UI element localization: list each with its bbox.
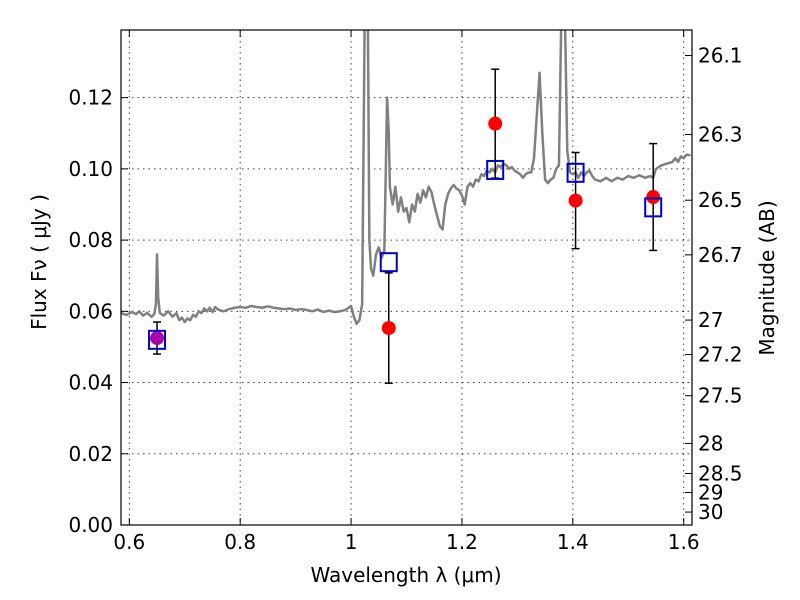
y-tick-label: 0.10 — [68, 157, 113, 181]
y2-tick-label: 26.3 — [698, 123, 743, 147]
y-axis-label: Flux Fν ( μJy ) — [27, 194, 51, 330]
model-point — [644, 197, 663, 218]
model-point — [379, 252, 398, 273]
y-tick-label: 0.08 — [68, 228, 113, 252]
grid-lines — [121, 30, 692, 525]
y2-tick-label: 26.7 — [698, 243, 743, 267]
x-tick-labels: 0.6 0.8 1 1.2 1.4 1.6 — [113, 530, 699, 554]
y-tick-label: 0.00 — [68, 513, 113, 537]
x-tick-label: 0.6 — [113, 530, 145, 554]
model-point — [148, 329, 167, 350]
y-tick-label: 0.12 — [68, 86, 113, 110]
observed-point — [646, 190, 661, 205]
y2-tick-label: 26.1 — [698, 44, 743, 68]
y-tick-label: 0.02 — [68, 442, 113, 466]
y2-tick-label: 26.5 — [698, 188, 743, 212]
y2-tick-label: 28 — [698, 431, 723, 455]
x-axis-label: Wavelength λ (μm) — [310, 563, 501, 587]
marker-layer — [148, 68, 663, 385]
model-point — [486, 159, 505, 180]
y2-tick-label: 30 — [698, 500, 723, 524]
y2-tick-label: 28.5 — [698, 462, 743, 486]
x-tick-label: 1.2 — [446, 530, 478, 554]
y-tick-label: 0.06 — [68, 299, 113, 323]
observed-point — [568, 193, 583, 208]
y2-tick-label: 27.5 — [698, 384, 743, 408]
y-tick-label: 0.04 — [68, 371, 113, 395]
x-tick-label: 0.8 — [224, 530, 256, 554]
model-point — [566, 162, 585, 183]
observed-point — [150, 331, 165, 346]
ticks — [121, 30, 692, 526]
x-tick-label: 1 — [345, 530, 358, 554]
x-tick-label: 1.6 — [668, 530, 700, 554]
y2-tick-label: 27.2 — [698, 343, 743, 367]
y-tick-labels: 0.00 0.02 0.04 0.06 0.08 0.10 0.12 — [68, 86, 113, 537]
y2-axis-label: Magnitude (AB) — [755, 200, 779, 355]
plot-background — [121, 30, 692, 525]
observed-point — [488, 116, 503, 131]
x-tick-label: 1.4 — [557, 530, 589, 554]
y2-tick-label: 29 — [698, 481, 723, 505]
observed-point — [381, 321, 396, 336]
plot-frame — [120, 29, 693, 526]
y2-tick-label: 27 — [698, 308, 723, 332]
data-layer — [121, 30, 691, 326]
spectrum-line — [121, 30, 691, 326]
